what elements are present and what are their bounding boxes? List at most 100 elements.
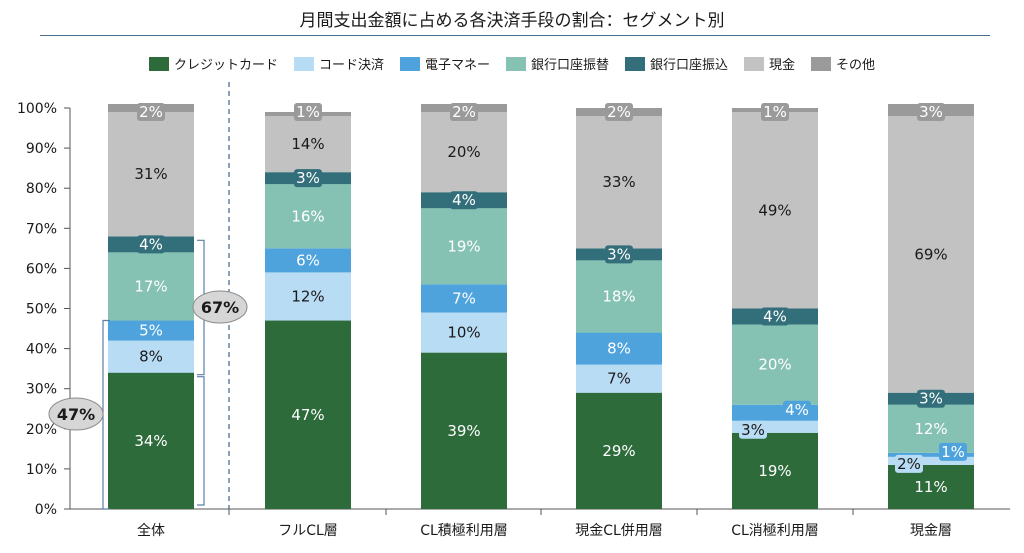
x-tick-label: 全体 [137, 522, 165, 539]
data-label-box [294, 169, 322, 188]
legend-item: 銀行口座振替 [505, 54, 609, 73]
data-label: 3% [607, 245, 631, 263]
chart-legend: クレジットカード コード決済 電子マネー 銀行口座振替 銀行口座振込 現金 その他 [0, 54, 1024, 73]
legend-label: 銀行口座振込 [650, 58, 729, 73]
data-label: 4% [139, 235, 163, 253]
data-label: 10% [447, 324, 480, 342]
legend-item: コード決済 [293, 54, 384, 73]
data-label-box [917, 103, 945, 121]
y-tick-label: 30% [26, 382, 57, 398]
data-label-box [450, 103, 478, 121]
legend-label: クレジットカード [173, 58, 278, 73]
data-label: 7% [607, 370, 631, 388]
bar-segment [421, 284, 507, 313]
x-tick-label: 現金層 [910, 523, 952, 539]
bar-segment [421, 312, 507, 353]
y-tick-label: 10% [26, 462, 57, 478]
legend-label: その他 [836, 58, 876, 73]
data-label: 4% [763, 308, 787, 326]
data-label: 12% [914, 420, 947, 438]
legend-label: コード決済 [318, 58, 384, 73]
data-label: 4% [785, 401, 809, 419]
x-tick-label: CL積極利用層 [420, 523, 508, 539]
y-tick-label: 90% [26, 141, 57, 157]
data-label: 20% [758, 356, 791, 374]
data-label-box [917, 389, 945, 408]
bar-segment [888, 452, 974, 457]
data-label: 7% [452, 289, 476, 307]
data-label: 17% [134, 277, 167, 295]
x-tick-label: 現金CL併用層 [575, 523, 663, 539]
bar-segment [888, 116, 974, 393]
legend-swatch [399, 56, 420, 71]
annotation-oval-47 [48, 397, 104, 431]
data-label: 31% [134, 165, 167, 183]
data-label: 19% [447, 237, 480, 255]
data-label: 16% [291, 207, 324, 225]
data-label-box [739, 420, 767, 439]
data-label: 2% [452, 103, 476, 121]
y-tick-label: 20% [26, 422, 57, 438]
y-tick-label: 80% [26, 181, 57, 197]
data-label: 49% [758, 201, 791, 219]
data-label-box [137, 321, 165, 340]
y-tick-label: 70% [26, 221, 57, 237]
legend-swatch [293, 56, 314, 71]
bar-segment [421, 112, 507, 193]
legend-label: 現金 [769, 58, 796, 73]
data-label: 2% [139, 103, 163, 121]
data-label: 20% [447, 143, 480, 161]
bar-segment [265, 116, 351, 173]
bracket-lower [197, 376, 205, 506]
legend-swatch [811, 56, 832, 71]
data-label: 1% [941, 443, 965, 461]
data-label: 2% [897, 455, 921, 473]
bar-segment [421, 352, 507, 509]
bar-segment [576, 364, 662, 393]
bar-segment [265, 272, 351, 321]
bar-segment [576, 260, 662, 333]
data-label: 1% [296, 103, 320, 121]
annotation-47: 47% [57, 405, 95, 424]
legend-swatch [148, 56, 169, 71]
data-label-box [294, 103, 322, 121]
bar-segment [888, 456, 974, 465]
legend-item: 銀行口座振込 [625, 54, 728, 73]
bar-segment [576, 392, 662, 509]
data-label: 3% [296, 169, 320, 187]
data-label: 4% [452, 191, 476, 209]
bar-segment [108, 252, 194, 321]
data-label: 6% [296, 251, 320, 269]
data-label: 3% [919, 390, 943, 408]
legend-swatch [625, 56, 645, 71]
bar-segment [732, 324, 818, 405]
legend-item: 現金 [744, 54, 795, 73]
data-label: 69% [914, 245, 947, 263]
data-label: 29% [602, 442, 635, 460]
y-tick-label: 40% [26, 342, 57, 358]
data-label-box [605, 103, 633, 121]
data-label-box [895, 454, 923, 473]
annotation-oval-67 [192, 290, 248, 324]
data-label: 33% [602, 173, 635, 191]
data-label: 3% [919, 103, 943, 121]
bar-segment [732, 112, 818, 309]
legend-item: クレジットカード [148, 54, 278, 73]
legend-swatch [505, 56, 526, 71]
bar-segment [421, 208, 507, 285]
bar-segment [108, 112, 194, 237]
bar-segment [265, 248, 351, 273]
data-label: 39% [447, 422, 480, 440]
y-tick-label: 100% [17, 101, 57, 117]
bar-segment [108, 340, 194, 373]
y-tick-label: 60% [26, 261, 57, 277]
bar-segment [732, 432, 818, 509]
bar-segment [576, 332, 662, 365]
legend-label: 電子マネー [424, 58, 490, 73]
legend-item: その他 [811, 54, 875, 73]
data-label: 11% [914, 478, 947, 496]
data-label-box [939, 442, 967, 461]
data-label: 14% [291, 135, 324, 153]
data-label-box [137, 235, 165, 254]
